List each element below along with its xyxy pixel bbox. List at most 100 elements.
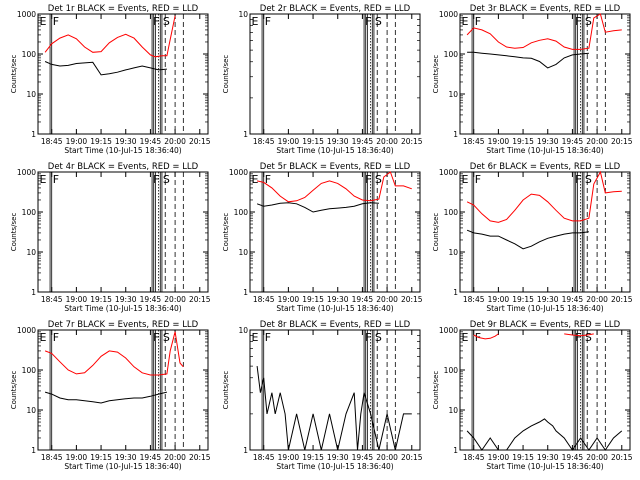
interval-marker-f: F	[153, 331, 159, 344]
interval-marker-f: F	[265, 15, 271, 28]
interval-marker-f: F	[153, 15, 159, 28]
events-series-line	[44, 391, 168, 404]
x-tick-label: 19:00	[278, 453, 300, 462]
interval-marker-e: E	[252, 15, 259, 28]
x-tick-label: 19:15	[90, 453, 112, 462]
y-axis-label: Counts/sec	[222, 371, 230, 410]
events-series-line	[256, 366, 412, 451]
interval-marker-s: S	[585, 173, 592, 186]
y-tick-label: 10	[238, 248, 248, 257]
y-tick-label: 10	[238, 326, 248, 335]
y-axis-label: Counts/sec	[432, 371, 440, 410]
x-axis-label: Start Time (10-Jul-15 18:36:40)	[64, 146, 181, 155]
interval-marker-e: E	[252, 331, 259, 344]
lld-series-line	[466, 13, 622, 50]
panel-det-8: Det 8r BLACK = Events, RED = LLD 1 10 18:45…	[222, 320, 423, 471]
plot-frame	[249, 13, 421, 135]
y-tick-label: 1	[453, 130, 458, 139]
panel-title: Det 4r BLACK = Events, RED = LLD	[48, 162, 199, 172]
y-tick-label: 1	[31, 288, 36, 297]
events-series-line	[467, 51, 589, 69]
interval-marker-f: F	[575, 15, 581, 28]
x-tick-label: 19:15	[90, 137, 112, 146]
x-tick-label: 19:45	[562, 137, 584, 146]
y-tick-label: 10	[448, 248, 458, 257]
plot-frame	[459, 13, 631, 135]
x-tick-label: 20:15	[611, 137, 633, 146]
y-tick-label: 10	[26, 90, 36, 99]
interval-marker-f: F	[265, 173, 271, 186]
x-axis-label: Start Time (10-Jul-15 18:36:40)	[276, 304, 393, 313]
panel-title: Det 5r BLACK = Events, RED = LLD	[260, 162, 411, 172]
x-axis-label: Start Time (10-Jul-15 18:36:40)	[486, 462, 603, 471]
y-tick-label: 1000	[439, 10, 458, 19]
x-tick-label: 20:00	[376, 137, 398, 146]
x-tick-label: 19:15	[512, 137, 534, 146]
interval-marker-s: S	[163, 331, 170, 344]
x-tick-label: 19:45	[140, 295, 162, 304]
interval-marker-f: F	[575, 173, 581, 186]
interval-marker-e: E	[40, 173, 47, 186]
interval-marker-f: F	[53, 15, 59, 28]
x-tick-label: 19:30	[537, 137, 559, 146]
x-tick-label: 18:45	[253, 295, 275, 304]
interval-marker-s: S	[375, 15, 382, 28]
lld-series-line	[44, 15, 176, 58]
interval-marker-f: F	[53, 331, 59, 344]
x-tick-label: 20:15	[611, 453, 633, 462]
interval-marker-f: F	[475, 173, 481, 186]
panel-det-5: Det 5r BLACK = Events, RED = LLD 1 10 100 10…	[222, 162, 423, 313]
interval-marker-f: F	[475, 15, 481, 28]
plot-frame	[459, 171, 631, 293]
x-tick-label: 18:45	[41, 453, 63, 462]
x-axis-label: Start Time (10-Jul-15 18:36:40)	[64, 462, 181, 471]
panel-det-1: Det 1r BLACK = Events, RED = LLD 1 10 100 10…	[10, 4, 211, 155]
y-axis-label: Counts/sec	[10, 213, 18, 252]
x-tick-label: 19:30	[537, 295, 559, 304]
y-axis-label: Counts/sec	[222, 213, 230, 252]
panel-det-2: Det 2r BLACK = Events, RED = LLD 1 10 18:45…	[222, 4, 423, 155]
y-tick-label: 100	[22, 50, 37, 59]
x-tick-label: 20:15	[401, 453, 423, 462]
panel-det-9: Det 9r BLACK = Events, RED = LLD 1 10 100 10…	[432, 320, 633, 471]
x-tick-label: 20:00	[586, 137, 608, 146]
interval-marker-s: S	[375, 331, 382, 344]
y-tick-label: 10	[448, 90, 458, 99]
x-tick-label: 20:15	[401, 137, 423, 146]
interval-marker-e: E	[40, 15, 47, 28]
x-tick-label: 19:00	[66, 295, 88, 304]
interval-marker-s: S	[585, 15, 592, 28]
y-axis-label: Counts/sec	[432, 213, 440, 252]
interval-marker-s: S	[163, 15, 170, 28]
y-tick-label: 1000	[17, 10, 36, 19]
y-axis-label: Counts/sec	[10, 371, 18, 410]
x-tick-label: 19:15	[90, 295, 112, 304]
y-axis-label: Counts/sec	[432, 55, 440, 94]
y-tick-label: 1	[31, 446, 36, 455]
x-tick-label: 19:30	[115, 295, 137, 304]
x-tick-label: 20:00	[164, 453, 186, 462]
x-tick-label: 18:45	[463, 453, 485, 462]
y-tick-label: 1000	[17, 168, 36, 177]
x-tick-label: 20:15	[189, 453, 211, 462]
y-tick-label: 1000	[439, 326, 458, 335]
panel-title: Det 6r BLACK = Events, RED = LLD	[470, 162, 621, 172]
x-axis-label: Start Time (10-Jul-15 18:36:40)	[64, 304, 181, 313]
x-tick-label: 19:45	[562, 295, 584, 304]
x-tick-label: 19:15	[302, 295, 324, 304]
y-tick-label: 10	[448, 406, 458, 415]
events-series-line	[466, 418, 623, 451]
y-tick-label: 1000	[439, 168, 458, 177]
lld-series-line	[256, 171, 412, 203]
y-tick-label: 100	[444, 366, 459, 375]
plot-frame	[37, 13, 209, 135]
y-tick-label: 1	[31, 130, 36, 139]
x-tick-label: 19:00	[488, 137, 510, 146]
plot-frame	[459, 329, 631, 451]
x-tick-label: 20:15	[189, 137, 211, 146]
x-tick-label: 20:00	[164, 137, 186, 146]
x-tick-label: 18:45	[253, 453, 275, 462]
x-tick-label: 19:00	[278, 295, 300, 304]
panel-det-4: Det 4r BLACK = Events, RED = LLD 1 10 100 10…	[10, 162, 211, 313]
